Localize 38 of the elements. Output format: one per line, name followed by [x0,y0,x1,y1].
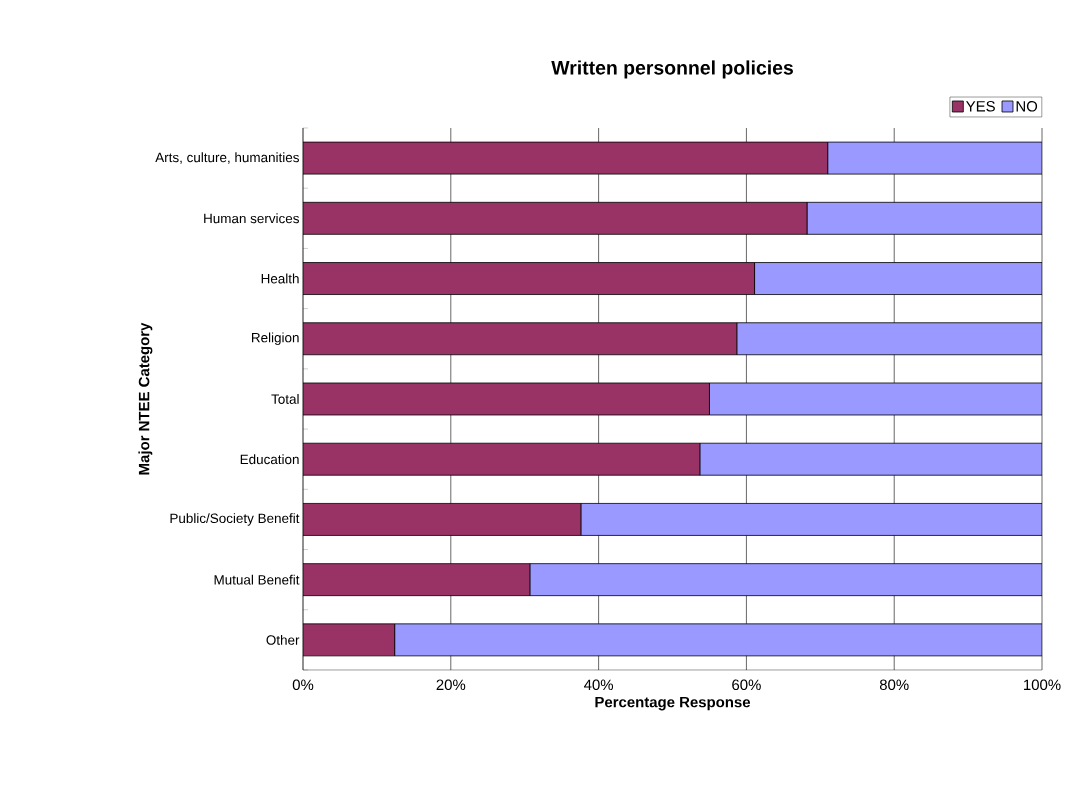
y-tick-label: Other [266,634,300,645]
chart-title: Written personnel policies [551,60,793,79]
x-tick-label: 40% [584,679,614,691]
bar [303,623,396,657]
bar [303,503,582,536]
y-tick-label: Education [240,454,299,465]
bar [303,382,710,416]
bar [806,201,1043,235]
y-tick-label: Health [261,273,299,284]
x-tick-label: 0% [292,679,314,691]
bar [827,141,1043,175]
y-tick-label: Public/Society Benefit [170,513,300,526]
bar [754,262,1043,295]
legend-label: NO [1016,101,1038,112]
y-axis-title: Major NTEE Category [138,322,153,475]
y-tick-label: Human services [204,213,299,224]
x-axis-title: Percentage Response [595,696,751,711]
bar [303,322,738,356]
x-tick-label: 80% [879,679,909,691]
bar [303,442,701,476]
bar [580,503,1043,536]
bar [303,563,531,597]
x-tick-label: 20% [436,679,466,691]
x-tick-label: 100% [1024,679,1061,691]
bar [736,322,1043,356]
y-tick-label: Mutual Benefit [214,574,300,585]
y-tick-label: Total [271,394,299,404]
bar [394,623,1043,657]
bar [303,262,755,295]
bar [303,141,829,175]
bar [699,442,1043,476]
bar [303,201,808,235]
bar [529,563,1043,597]
y-tick-label: Arts, culture, humanities [155,152,299,164]
bar [709,382,1043,416]
legend-label: YES [966,101,995,112]
x-tick-label: 60% [732,679,761,691]
y-tick-label: Religion [252,332,299,346]
